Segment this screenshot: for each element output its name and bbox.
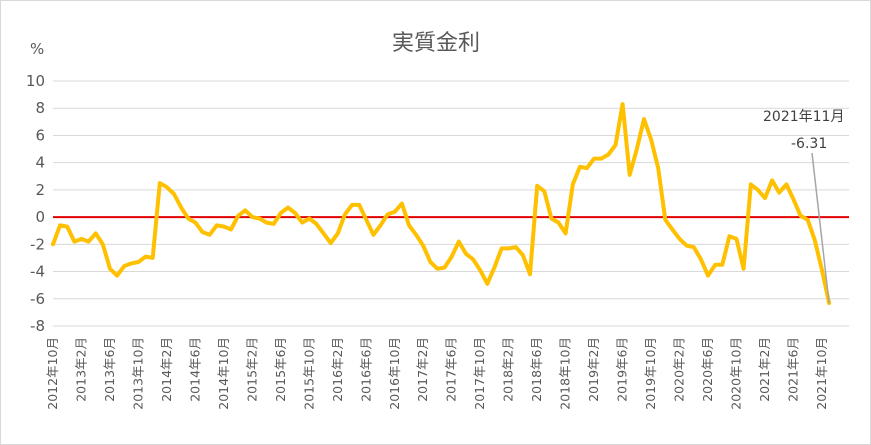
x-tick-label: 2018年2月 — [501, 337, 516, 402]
x-tick-label: 2021年2月 — [757, 337, 772, 402]
real-interest-rate-line — [51, 102, 832, 305]
x-tick-label: 2021年6月 — [785, 337, 800, 402]
annotation-date-label: 2021年11月 — [763, 109, 844, 125]
x-tick-label: 2016年2月 — [330, 337, 345, 402]
x-tick-label: 2014年2月 — [159, 337, 174, 402]
x-tick-label: 2014年6月 — [187, 337, 202, 402]
x-tick-label: 2017年2月 — [415, 337, 430, 402]
chart-title: 実質金利 — [392, 31, 480, 56]
x-tick-label: 2016年10月 — [387, 337, 402, 410]
y-axis-ticks: 10 8 6 4 2 0 -2 -4 -6 -8 — [26, 72, 45, 335]
x-tick-label: 2018年10月 — [558, 337, 573, 410]
x-tick-label: 2017年6月 — [444, 337, 459, 402]
y-tick-label: 0 — [35, 208, 45, 226]
y-tick-label: 6 — [35, 126, 45, 144]
x-axis-ticks: 2012年10月 2013年2月 2013年6月 2013年10月 2014年2月 201… — [45, 337, 829, 410]
y-tick-label: -4 — [30, 263, 45, 281]
x-tick-label: 2015年6月 — [273, 337, 288, 402]
x-tick-label: 2017年10月 — [472, 337, 487, 410]
y-tick-label: 10 — [26, 72, 45, 90]
x-tick-label: 2019年6月 — [615, 337, 630, 402]
x-tick-label: 2014年10月 — [216, 337, 231, 410]
x-tick-label: 2020年10月 — [729, 337, 744, 410]
x-tick-label: 2013年2月 — [73, 337, 88, 402]
x-tick-label: 2015年10月 — [301, 337, 316, 410]
y-tick-label: 8 — [35, 99, 45, 117]
y-tick-label: 2 — [35, 181, 45, 199]
x-tick-label: 2020年2月 — [672, 337, 687, 402]
x-tick-label: 2013年10月 — [130, 337, 145, 410]
gridlines — [53, 80, 849, 327]
x-tick-label: 2021年10月 — [814, 337, 829, 410]
x-tick-label: 2012年10月 — [45, 337, 60, 410]
annotation-leader-line — [811, 152, 830, 304]
y-axis-unit: % — [30, 40, 44, 58]
y-tick-label: -6 — [30, 290, 45, 308]
x-tick-label: 2013年6月 — [102, 337, 117, 402]
x-tick-label: 2015年2月 — [244, 337, 259, 402]
x-tick-label: 2019年10月 — [643, 337, 658, 410]
y-tick-label: 4 — [35, 154, 45, 172]
y-tick-label: -2 — [30, 235, 45, 253]
x-tick-label: 2019年2月 — [586, 337, 601, 402]
annotation-value-label: -6.31 — [791, 136, 827, 152]
x-tick-label: 2020年6月 — [700, 337, 715, 402]
y-tick-label: -8 — [30, 317, 45, 335]
x-tick-label: 2016年6月 — [358, 337, 373, 402]
x-tick-label: 2018年6月 — [529, 337, 544, 402]
